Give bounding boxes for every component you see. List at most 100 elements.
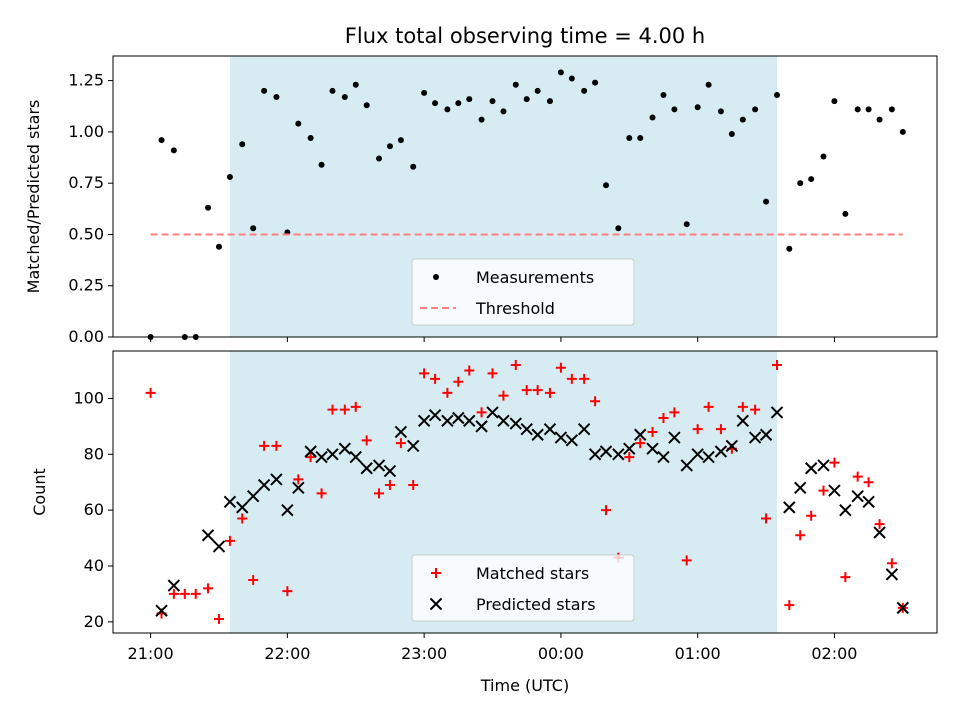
data-point: [703, 401, 714, 412]
data-point: [282, 586, 293, 597]
data-point: [410, 163, 417, 170]
data-point: [601, 505, 612, 516]
legend-label: Matched stars: [476, 564, 589, 583]
data-point: [886, 558, 897, 569]
data-point: [566, 373, 577, 384]
data-point: [464, 365, 475, 376]
data-point: [715, 424, 726, 435]
data-point: [899, 128, 906, 135]
data-point: [338, 442, 352, 455]
x-tick-label: 22:00: [264, 644, 310, 663]
data-point: [752, 106, 759, 113]
data-point: [885, 568, 899, 581]
y-axis-label: Count: [30, 468, 49, 516]
data-point: [397, 137, 404, 144]
data-point: [455, 100, 462, 107]
y-tick-label: 0.25: [68, 276, 104, 295]
x-axis-label: Time (UTC): [480, 676, 569, 695]
data-point: [441, 414, 454, 428]
data-point: [795, 530, 806, 541]
legend-marker: [431, 568, 441, 578]
data-point: [783, 501, 796, 514]
data-point: [363, 102, 370, 109]
data-point: [360, 462, 373, 475]
data-point: [326, 448, 339, 461]
data-point: [728, 130, 735, 137]
data-point: [205, 204, 212, 211]
data-point: [170, 147, 177, 154]
data-point: [226, 174, 233, 181]
data-point: [829, 457, 840, 468]
data-point: [873, 526, 886, 539]
data-point: [486, 406, 499, 419]
x-tick-label: 21:00: [128, 644, 174, 663]
data-point: [794, 481, 807, 495]
data-point: [874, 519, 885, 530]
data-point: [588, 448, 602, 461]
data-point: [737, 401, 748, 412]
data-point: [510, 359, 521, 370]
data-point: [808, 176, 815, 183]
data-point: [534, 87, 541, 94]
data-point: [372, 459, 386, 472]
data-point: [203, 583, 214, 594]
data-point: [865, 106, 872, 113]
data-point: [341, 94, 348, 101]
data-point: [557, 69, 564, 76]
data-point: [532, 385, 543, 396]
data-point: [658, 413, 669, 424]
data-point: [818, 485, 829, 496]
x-tick-label: 23:00: [401, 644, 447, 663]
data-point: [770, 406, 784, 419]
data-point: [376, 155, 383, 162]
data-point: [669, 407, 680, 418]
axes-frame: [112, 350, 938, 634]
data-point: [487, 368, 498, 379]
data-point: [419, 368, 430, 379]
y-axis-label: Matched/Predicted stars: [24, 100, 43, 294]
data-point: [237, 513, 248, 524]
data-point: [475, 420, 488, 433]
data-point: [862, 495, 875, 508]
data-point: [453, 376, 464, 387]
data-point: [421, 89, 428, 96]
data-point: [692, 424, 703, 435]
data-point: [257, 478, 271, 492]
data-point: [671, 106, 678, 113]
data-point: [158, 137, 165, 144]
data-point: [681, 555, 692, 566]
data-point: [498, 390, 509, 401]
legend-box: [411, 258, 635, 326]
data-point: [523, 96, 530, 103]
data-point: [579, 373, 590, 384]
data-point: [315, 450, 328, 464]
data-point: [270, 473, 283, 486]
data-point: [339, 404, 350, 415]
data-point: [215, 243, 222, 250]
data-point: [304, 445, 317, 458]
legend-box: [411, 554, 635, 622]
data-point: [786, 245, 793, 252]
y-tick-label: 0.50: [68, 224, 104, 243]
data-point: [406, 439, 420, 453]
chart-title: Flux total observing time = 4.00 h: [345, 24, 705, 48]
data-point: [305, 452, 316, 463]
data-point: [771, 359, 782, 370]
data-point: [432, 100, 439, 107]
data-point: [520, 422, 533, 436]
axes-frame: [112, 55, 938, 338]
data-point: [660, 91, 667, 98]
data-point: [784, 600, 795, 611]
data-point: [888, 106, 895, 113]
data-point: [842, 210, 849, 217]
data-point: [466, 96, 473, 103]
data-point: [748, 431, 762, 444]
data-point: [852, 471, 863, 482]
data-point: [329, 87, 336, 94]
data-point: [702, 450, 715, 464]
data-point: [577, 422, 591, 436]
data-point: [820, 153, 827, 160]
data-point: [281, 503, 294, 517]
data-point: [544, 387, 555, 398]
legend-marker: [429, 597, 443, 611]
